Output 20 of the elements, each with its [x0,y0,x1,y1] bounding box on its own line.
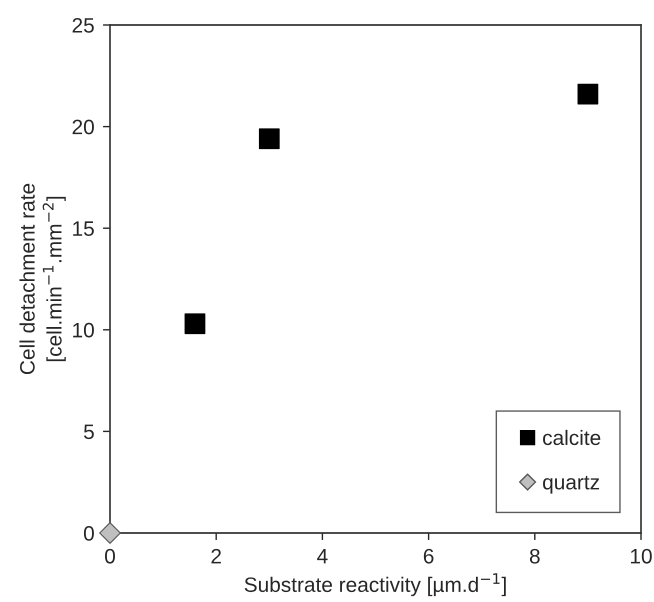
x-tick-label: 8 [530,548,540,564]
point [99,522,121,544]
point [258,128,280,150]
y-tick-label: 15 [73,221,94,236]
y-tick-label: 0 [84,526,94,541]
x-tick-label: 6 [424,548,434,564]
point [184,313,206,334]
x-axis-title: Substrate reactivity [µm.d$^{−1}$] [244,573,506,596]
x-tick-label: 0 [105,548,115,564]
y-tick-label: 5 [84,424,94,440]
legend-label: quartz [543,476,600,494]
y-tick-label: 20 [72,120,94,134]
point [578,84,598,104]
y-tick-label: 25 [72,18,94,33]
x-tick-label: 2 [211,548,221,564]
y-axis-title: Cell detachment rate [cell.min$^{−1}$.mm$^{−2}$] [19,184,66,374]
x-tick-label: 4 [317,549,328,564]
y-tick-label: 10 [73,322,94,338]
legend-label: calcite [543,430,600,446]
x-tick-label: 10 [631,548,652,564]
